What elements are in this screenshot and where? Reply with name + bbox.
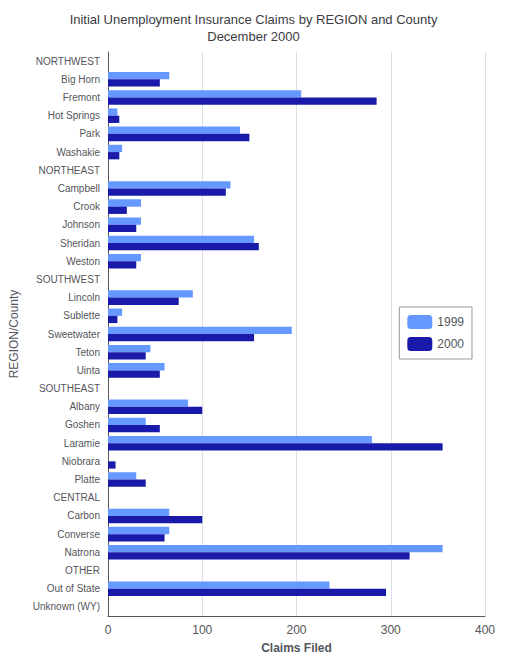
svg-text:Claims Filed: Claims Filed [261,641,332,655]
svg-text:200: 200 [286,623,306,637]
svg-text:December 2000: December 2000 [207,29,300,44]
svg-text:Natrona: Natrona [64,547,100,558]
svg-text:NORTHEAST: NORTHEAST [39,165,101,176]
svg-text:Big Horn: Big Horn [61,74,100,85]
svg-text:Carbon: Carbon [67,510,100,521]
svg-text:Fremont: Fremont [63,92,100,103]
svg-text:100: 100 [192,623,212,637]
svg-text:Crook: Crook [73,201,101,212]
svg-text:Goshen: Goshen [65,419,100,430]
svg-text:2000: 2000 [437,337,464,351]
svg-text:Converse: Converse [57,529,100,540]
svg-text:Johnson: Johnson [62,219,100,230]
svg-text:Teton: Teton [76,347,100,358]
svg-text:Uinta: Uinta [77,365,101,376]
svg-text:Sweetwater: Sweetwater [48,329,101,340]
svg-text:Sublette: Sublette [63,310,100,321]
svg-text:SOUTHEAST: SOUTHEAST [39,383,100,394]
svg-text:300: 300 [381,623,401,637]
svg-text:SOUTHWEST: SOUTHWEST [36,274,100,285]
svg-text:Washakie: Washakie [56,147,100,158]
svg-text:Initial Unemployment Insurance: Initial Unemployment Insurance Claims by… [70,12,438,27]
svg-text:NORTHWEST: NORTHWEST [36,56,100,67]
svg-text:OTHER: OTHER [65,565,100,576]
svg-text:Sheridan: Sheridan [60,238,100,249]
svg-text:Campbell: Campbell [58,183,100,194]
svg-text:Weston: Weston [66,256,100,267]
svg-text:Laramie: Laramie [64,438,101,449]
svg-text:Park: Park [79,128,101,139]
svg-text:REGION/County: REGION/County [7,290,21,379]
svg-text:Out of State: Out of State [47,583,101,594]
svg-text:0: 0 [105,623,112,637]
svg-text:Platte: Platte [74,474,100,485]
svg-text:Hot Springs: Hot Springs [48,110,100,121]
svg-text:1999: 1999 [437,315,464,329]
svg-text:Unknown (WY): Unknown (WY) [33,601,100,612]
svg-text:400: 400 [475,623,495,637]
svg-text:CENTRAL: CENTRAL [53,492,100,503]
svg-text:Niobrara: Niobrara [62,456,101,467]
svg-text:Albany: Albany [69,401,100,412]
svg-text:Lincoln: Lincoln [68,292,100,303]
